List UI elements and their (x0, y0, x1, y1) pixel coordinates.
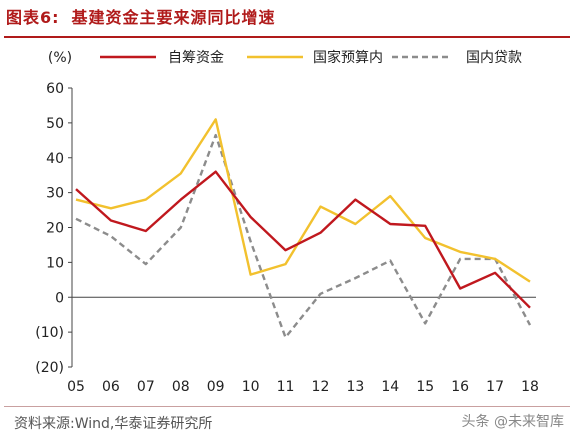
x-tick-label-4: 09 (207, 379, 225, 395)
x-tick-label-3: 08 (172, 379, 190, 395)
line-chart: (%) 自筹资金 国家预算内 国内贷款 60 50 40 30 20 10 0 (10) (20)05 0… (35, 49, 539, 395)
y-tick-label-0: 60 (46, 81, 64, 97)
figure-title: 图表6: 基建资金主要来源同比增速 (6, 3, 568, 33)
figure-title-text: 基建资金主要来源同比增速 (71, 8, 276, 27)
legend-label-2: 国家预算内 (313, 49, 383, 66)
y-tick-label-4: 20 (46, 221, 64, 237)
x-tick-label-10: 15 (416, 379, 434, 395)
y-tick-label-2: 40 (46, 151, 64, 167)
title-rule (4, 36, 570, 38)
x-tick-label-0: 05 (67, 379, 85, 395)
source-note: 资料来源:Wind,华泰证券研究所 (14, 416, 213, 432)
x-tick-label-12: 17 (486, 379, 504, 395)
series-line-2 (75, 118, 531, 283)
x-tick-label-6: 11 (277, 379, 295, 395)
x-tick-label-11: 16 (451, 379, 469, 395)
x-tick-label-13: 18 (521, 379, 539, 395)
x-tick-label-5: 10 (242, 379, 260, 395)
figure-number: 图表6: (6, 8, 60, 27)
x-tick-label-8: 13 (346, 379, 364, 395)
watermark: 头条 @未来智库 (461, 414, 564, 430)
x-tick-label-2: 07 (137, 379, 155, 395)
series-line-3 (75, 133, 532, 339)
y-tick-label-7: (10) (35, 325, 64, 341)
x-tick-label-1: 06 (102, 379, 120, 395)
y-tick-label-1: 50 (46, 116, 64, 132)
source-rule (4, 406, 570, 407)
series-line-1 (75, 170, 531, 309)
x-tick-label-9: 14 (381, 379, 399, 395)
x-tick-label-7: 12 (312, 379, 330, 395)
legend-label-3: 国内贷款 (466, 50, 522, 66)
y-unit-label: (%) (48, 50, 72, 66)
y-tick-label-6: 0 (55, 290, 64, 306)
y-tick-label-3: 30 (46, 186, 64, 202)
legend-label-1: 自筹资金 (168, 49, 224, 66)
y-tick-label-8: (20) (35, 360, 64, 376)
y-tick-label-5: 10 (46, 255, 64, 271)
